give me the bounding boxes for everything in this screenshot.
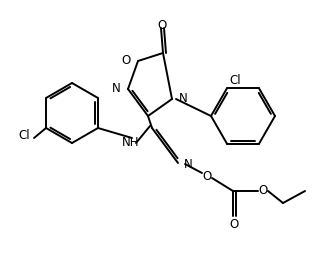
Text: N: N	[179, 92, 188, 105]
Text: Cl: Cl	[18, 129, 30, 142]
Text: Cl: Cl	[229, 74, 241, 87]
Text: O: O	[229, 218, 238, 231]
Text: O: O	[202, 169, 211, 182]
Text: N: N	[184, 159, 193, 172]
Text: O: O	[258, 185, 268, 198]
Text: NH: NH	[122, 137, 140, 150]
Text: N: N	[112, 82, 121, 95]
Text: O: O	[157, 19, 167, 32]
Text: O: O	[122, 54, 131, 67]
